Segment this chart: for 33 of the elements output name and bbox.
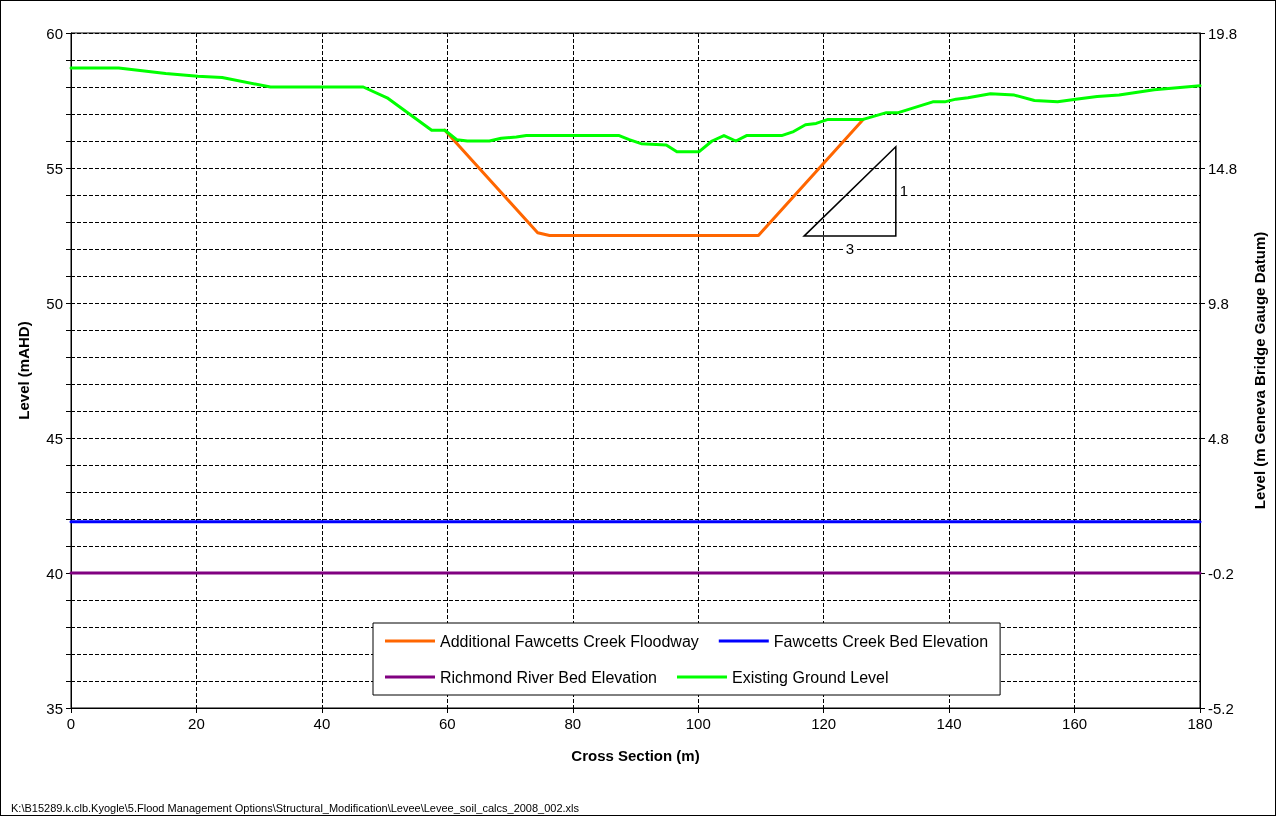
x-axis-title: Cross Section (m) xyxy=(571,747,700,764)
x-tick-label: 180 xyxy=(1187,715,1213,732)
legend-label: Existing Ground Level xyxy=(731,668,889,686)
y2-axis-title: Level (m Geneva Bridge Gauge Datum) xyxy=(1251,231,1268,510)
text: K:\B15289.k.clb.Kyogle\5.Flood Management Options\Structural_Modification\Levee\Levee_soil_calcs_2008_002.xls xyxy=(11,801,580,814)
y2-tick-label: -5.2 xyxy=(1208,699,1234,717)
legend-label: Fawcetts Creek Bed Elevation xyxy=(773,632,989,650)
x-tick-label: 0 xyxy=(66,715,76,732)
y2-tick-label: 19.8 xyxy=(1208,24,1238,42)
y-tick-label: 35 xyxy=(46,699,63,717)
legend-label: Richmond River Bed Elevation xyxy=(440,668,657,686)
y-tick-label: 60 xyxy=(46,24,63,42)
y-tick-label: 55 xyxy=(46,159,63,177)
x-tick-label: 120 xyxy=(811,715,837,732)
x-tick-label: 100 xyxy=(685,715,711,732)
y2-tick-label: 14.8 xyxy=(1208,159,1238,177)
y2-tick-label: 9.8 xyxy=(1208,294,1229,312)
annotation: 3 xyxy=(845,240,855,258)
x-tick-label: 140 xyxy=(936,715,962,732)
x-tick-label: 80 xyxy=(564,715,582,732)
x-tick-label: 40 xyxy=(313,715,331,732)
x-tick-label: 60 xyxy=(438,715,456,732)
y2-tick-label: -0.2 xyxy=(1208,564,1234,582)
y2-tick-label: 4.8 xyxy=(1208,429,1229,447)
y-tick-label: 50 xyxy=(46,294,63,312)
x-tick-label: 160 xyxy=(1062,715,1088,732)
x-tick-label: 20 xyxy=(188,715,205,732)
y-tick-label: 45 xyxy=(46,429,63,447)
y-tick-label: 40 xyxy=(46,564,63,582)
y-axis-title: Level (mAHD) xyxy=(15,321,32,420)
legend-label: Additional Fawcetts Creek Floodway xyxy=(440,632,699,650)
annotation: 1 xyxy=(899,182,909,200)
line-series xyxy=(69,66,1202,154)
